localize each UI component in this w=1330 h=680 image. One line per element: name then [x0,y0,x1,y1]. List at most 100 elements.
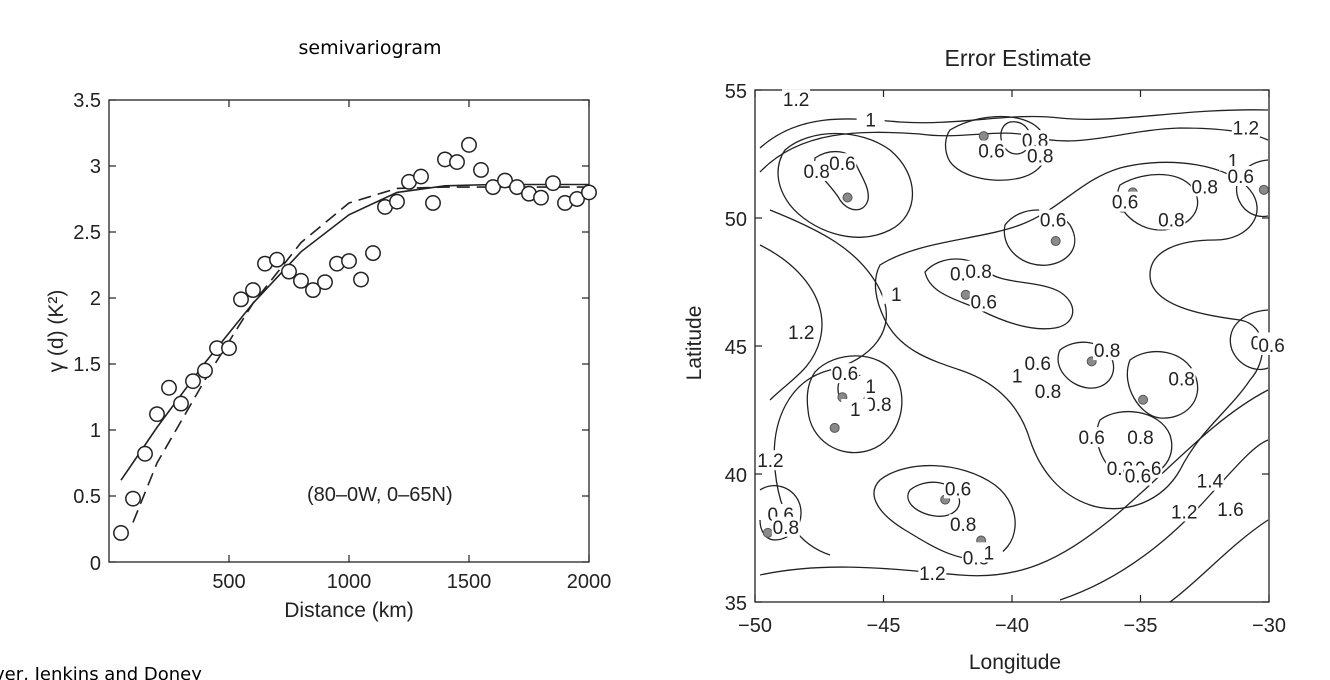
x-tick-label: −30 [1252,615,1286,637]
credit-text: ver, Jenkins and Doney [0,664,202,680]
contour-label-bg [782,89,811,110]
contour-line [1096,410,1173,479]
observation-site [960,289,971,300]
x-axis-label: Distance (km) [284,599,414,622]
contour-line [806,355,903,454]
contour-label: 0.8 [965,262,991,283]
x-tick-label: −35 [1124,615,1158,637]
data-point [581,184,597,201]
contour-label: 1.4 [1197,472,1224,493]
contour-label-bg [787,322,816,343]
contour-label-bg [1039,209,1068,230]
contour-label: 0.8 [950,515,976,536]
contour-label-bg [1077,427,1106,448]
data-point [353,271,369,288]
contour-line [1169,519,1269,603]
contour-label: 1 [891,285,902,306]
contour-label: 0.8 [1168,369,1194,390]
observation-site [978,131,989,142]
contour-line [777,132,913,238]
x-tick-label: 500 [212,571,245,593]
contour-label-bg [756,450,785,471]
contour-label: 0.6 [1125,467,1151,488]
contour-label: 0.6 [1024,354,1050,375]
contour-label-bg [1026,145,1055,166]
contour-label: 0.6 [978,141,1004,162]
contour-label-bg [771,516,800,537]
observation-site [842,192,853,203]
contour-label: 1 [1012,367,1023,388]
y-tick-label: 55 [725,81,747,103]
semivariogram-chart: semivariogram 0.5 1 1.5 2 2.5 3 3.5 500 1000 150… [45,37,611,622]
data-point [185,373,201,390]
x-tick-label: 1500 [447,571,492,593]
contour-line [759,244,823,401]
data-point [317,274,333,291]
y-tick-label: 3.5 [73,90,101,112]
fit-curve-dashed [132,186,589,523]
y-tick-label-0: 0 [90,553,101,575]
contour-label-bg [856,109,885,130]
y-tick-label: 0.5 [73,486,101,508]
y-tick-label: 3 [90,156,101,178]
data-point [125,490,141,507]
contour-label-bg [1190,176,1219,197]
contour-label-bg [1123,465,1152,486]
contour-label: 1.2 [919,564,945,585]
contour-label-bg [1257,335,1286,355]
data-point [113,525,129,541]
contour-label-bg [1126,427,1155,448]
contour-label-bg [944,478,973,499]
y-tick-label: 1.5 [73,354,101,376]
contour-label-bg [949,514,978,535]
data-point [293,272,309,289]
contour-label: 0.6 [829,154,855,175]
data-point [221,340,237,357]
contour-label-bg [856,375,885,396]
contour-label-bg [830,363,859,384]
data-point [449,154,465,170]
contour-label-bg [1033,381,1062,402]
contour-label: 0.6 [1258,336,1284,357]
data-point [389,193,405,210]
contour-line [874,161,1263,510]
contour-label-bg [969,291,998,312]
y-tick-label: 40 [725,465,747,487]
contour-label-bg [1167,368,1196,389]
contour-line [944,115,1048,181]
x-tick-label: 2000 [567,571,612,593]
data-point [281,263,297,280]
observation-site [829,422,840,433]
contour-line [1126,350,1199,419]
contour-line [1057,341,1115,389]
contour-label: 0.8 [865,395,891,416]
contour-label-bg [1093,340,1122,361]
contour-line [1117,173,1199,231]
contour-label: 0.8 [803,162,829,183]
data-point [413,168,429,185]
contour-label-bg [1216,498,1245,519]
contour-label-bg [918,562,947,583]
contour-label: 0.8 [773,518,799,539]
contour-line [1229,309,1269,371]
contour-label-bg [841,399,870,419]
data-point [197,362,213,379]
contour-label: 1 [984,543,995,564]
contour-label-bg [1219,150,1248,171]
contour-label-bg [882,283,911,304]
contour-label: 0.6 [1112,193,1138,214]
x-tick-label: −50 [738,615,772,637]
observation-site [762,527,773,538]
contour-label: 1.2 [757,451,783,472]
contour-label-bg [1170,501,1199,522]
contour-line [1003,209,1076,266]
x-axis-label-right: Longitude [969,651,1061,674]
y-tick-labels-right: 35 40 45 50 55 [725,81,747,615]
contour-label: 1 [850,400,861,421]
region-annotation: (80–0W, 0–65N) [307,484,453,506]
contour-label: 0.6 [1228,167,1254,188]
y-tick-labels: 0.5 1 1.5 2 2.5 3 3.5 [73,90,101,508]
contour-label-bg [964,260,993,281]
contour-label: 0.8 [1094,341,1120,362]
